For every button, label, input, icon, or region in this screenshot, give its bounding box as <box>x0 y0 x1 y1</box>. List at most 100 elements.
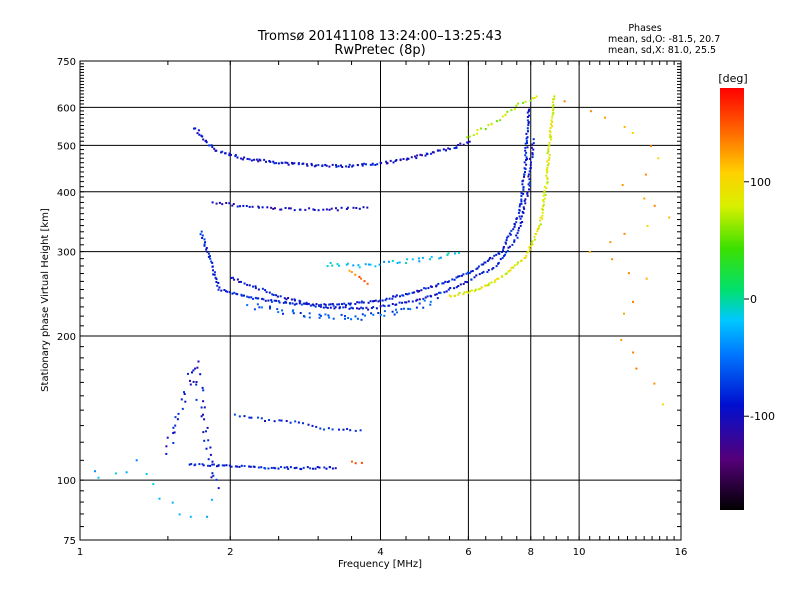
echo-point <box>243 282 246 285</box>
echo-point <box>208 144 211 147</box>
echo-point <box>374 299 377 302</box>
echo-point <box>468 135 471 138</box>
echo-point <box>505 242 507 245</box>
echo-point <box>358 275 361 278</box>
echo-point <box>248 296 251 299</box>
echo-point <box>257 288 260 291</box>
echo-point <box>298 302 301 305</box>
echo-point <box>203 238 206 241</box>
echo-point <box>302 162 305 165</box>
echo-point <box>213 271 216 274</box>
echo-point <box>312 467 314 470</box>
echo-point <box>506 249 509 252</box>
echo-point <box>207 255 210 258</box>
echo-point <box>476 267 479 270</box>
echo-point <box>331 303 334 305</box>
echo-point <box>322 306 325 309</box>
echo-point <box>466 141 469 144</box>
colorbar-tick-label: -100 <box>750 410 775 423</box>
echo-point <box>541 217 544 220</box>
echo-point <box>195 383 198 386</box>
chart-title-line2: RwPretec (8p) <box>334 43 425 58</box>
echo-point <box>522 192 525 195</box>
echo-point <box>361 313 364 316</box>
echo-point <box>308 207 311 210</box>
echo-point <box>174 416 177 419</box>
echo-point <box>201 135 204 138</box>
y-tick-labels: 75 100 200 300 400 500 600 750 <box>57 57 76 547</box>
echo-point <box>472 134 475 137</box>
echo-point <box>250 159 253 162</box>
echo-point <box>541 211 544 214</box>
echo-point <box>474 288 477 291</box>
echo-point <box>550 138 553 141</box>
echo-point <box>480 263 483 266</box>
echo-point <box>668 216 671 219</box>
echo-point <box>448 294 451 297</box>
y-tick-label: 75 <box>63 536 76 547</box>
echo-point <box>289 466 292 469</box>
echo-point <box>451 278 454 281</box>
echo-point <box>306 466 309 469</box>
echo-point <box>551 113 554 116</box>
echo-point <box>496 277 499 280</box>
x-tick-labels: 1 2 4 6 8 10 16 <box>77 547 688 558</box>
echo-point <box>173 431 176 434</box>
echo-point <box>195 381 198 383</box>
echo-point <box>548 141 551 144</box>
echo-point <box>542 191 545 194</box>
echo-point <box>215 478 218 481</box>
echo-point <box>347 165 350 168</box>
echo-point <box>273 299 276 302</box>
echo-point <box>546 182 549 185</box>
echo-point <box>513 225 516 228</box>
echo-point <box>519 224 522 227</box>
echo-point <box>294 420 297 423</box>
echo-point <box>520 192 523 195</box>
echo-point <box>491 257 494 260</box>
echo-point <box>528 181 531 184</box>
echo-point <box>350 306 353 309</box>
echo-point <box>424 287 427 290</box>
echo-point <box>493 254 496 257</box>
echo-point <box>206 426 209 429</box>
echo-point <box>416 289 419 292</box>
echo-point <box>525 140 528 142</box>
echo-point <box>201 234 204 237</box>
echo-point <box>437 282 440 285</box>
echo-point <box>359 429 362 432</box>
echo-point <box>531 152 534 155</box>
echo-point <box>209 255 211 258</box>
echo-point <box>520 195 523 197</box>
echo-point <box>220 289 223 292</box>
echo-point <box>264 299 267 302</box>
echo-point <box>549 127 552 129</box>
echo-point <box>546 167 549 169</box>
colorbar-tick-label: 0 <box>750 293 757 306</box>
echo-point <box>364 314 366 317</box>
echo-point <box>588 251 591 253</box>
echo-point <box>278 419 281 422</box>
echo-point <box>443 291 446 294</box>
echo-point <box>297 163 300 166</box>
echo-point <box>370 307 373 309</box>
echo-point <box>382 304 385 307</box>
echo-point <box>328 165 331 168</box>
echo-point <box>254 285 257 288</box>
echo-point <box>512 266 515 269</box>
echo-point <box>248 416 251 419</box>
echo-point <box>316 466 319 468</box>
echo-point <box>462 283 465 285</box>
echo-point <box>544 193 547 196</box>
echo-point <box>427 287 430 290</box>
echo-point <box>229 291 231 294</box>
echo-point <box>453 287 456 290</box>
echo-point <box>192 380 195 383</box>
echo-point <box>214 276 217 279</box>
echo-point <box>308 316 311 319</box>
echo-point <box>447 252 450 255</box>
echo-point <box>512 228 515 231</box>
echo-point <box>249 465 252 468</box>
echo-point <box>351 460 353 463</box>
echo-point <box>542 199 545 202</box>
